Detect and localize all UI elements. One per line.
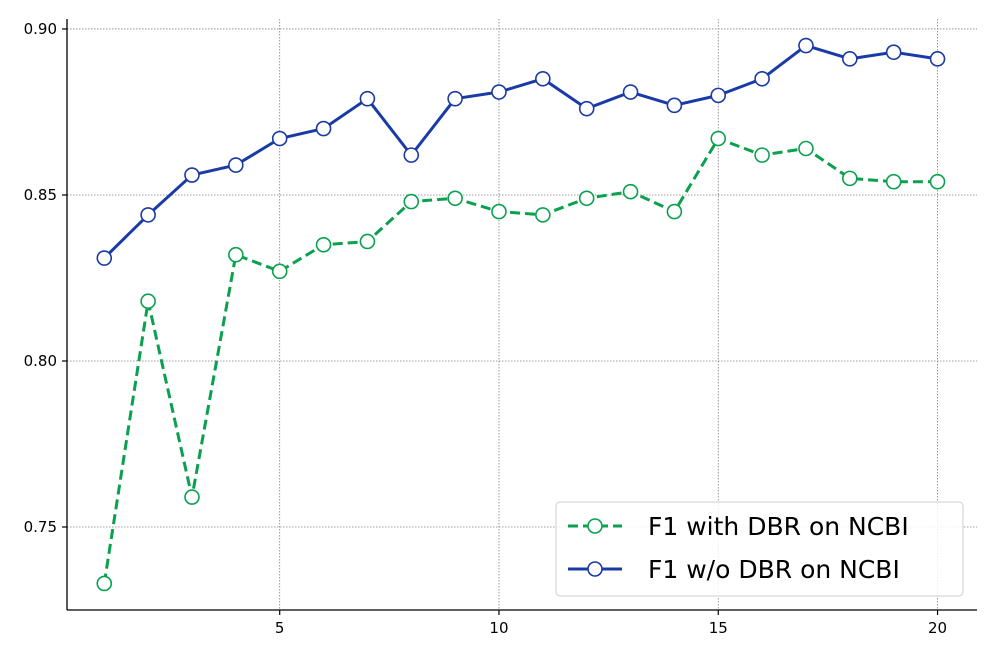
data-point — [666, 203, 683, 220]
data-point — [710, 130, 727, 147]
data-point — [622, 183, 639, 200]
data-point — [403, 147, 420, 163]
y-tick-label: 0.90 — [24, 20, 57, 38]
x-tick-label: 15 — [709, 619, 728, 637]
data-point — [885, 44, 902, 61]
data-point — [228, 157, 244, 173]
legend: F1 with DBR on NCBI F1 w/o DBR on NCBI — [555, 501, 964, 597]
data-point — [447, 190, 463, 207]
data-point — [666, 97, 683, 114]
legend-marker — [587, 518, 603, 534]
data-point — [842, 51, 858, 67]
legend-box — [555, 501, 964, 597]
data-point — [578, 190, 595, 207]
x-tick-label: 10 — [489, 619, 508, 637]
axes — [62, 19, 977, 615]
data-point — [447, 90, 463, 107]
data-point — [798, 140, 814, 157]
data-point — [140, 207, 156, 223]
data-point — [271, 263, 288, 280]
data-point — [403, 193, 420, 210]
data-point — [271, 130, 288, 147]
data-point — [315, 120, 332, 137]
data-point — [184, 167, 200, 183]
data-point — [228, 246, 244, 263]
series — [96, 37, 946, 592]
legend-item: F1 w/o DBR on NCBI — [568, 555, 900, 584]
data-point — [359, 90, 376, 107]
data-point — [359, 233, 376, 250]
data-point — [622, 84, 639, 100]
data-point — [578, 100, 595, 117]
y-tick-label: 0.80 — [24, 352, 57, 370]
data-point — [315, 236, 332, 253]
y-tick-label: 0.85 — [24, 186, 57, 204]
tick-labels: 5 10 15 20 0.75 0.80 0.85 0.90 — [24, 20, 947, 637]
data-point — [140, 293, 156, 310]
legend-marker — [587, 561, 603, 577]
series-2 — [96, 37, 946, 266]
data-point — [491, 84, 507, 100]
data-point — [535, 70, 551, 87]
data-point — [929, 173, 946, 190]
data-point — [535, 207, 551, 223]
legend-item: F1 with DBR on NCBI — [568, 512, 909, 541]
data-point — [929, 51, 946, 67]
legend-label: F1 w/o DBR on NCBI — [648, 555, 900, 584]
data-point — [710, 87, 727, 104]
y-tick-label: 0.75 — [24, 518, 57, 536]
x-tick-label: 5 — [275, 619, 285, 637]
data-point — [491, 203, 507, 220]
series-1 — [96, 130, 946, 592]
data-point — [798, 37, 814, 54]
x-tick-label: 20 — [928, 619, 947, 637]
data-point — [754, 147, 770, 163]
series-line — [102, 137, 938, 584]
data-point — [184, 489, 200, 505]
data-point — [885, 173, 902, 190]
data-point — [96, 575, 113, 592]
legend-label: F1 with DBR on NCBI — [648, 512, 909, 541]
data-point — [96, 250, 113, 266]
series-line — [103, 44, 938, 260]
data-point — [842, 170, 858, 187]
data-point — [754, 70, 770, 87]
